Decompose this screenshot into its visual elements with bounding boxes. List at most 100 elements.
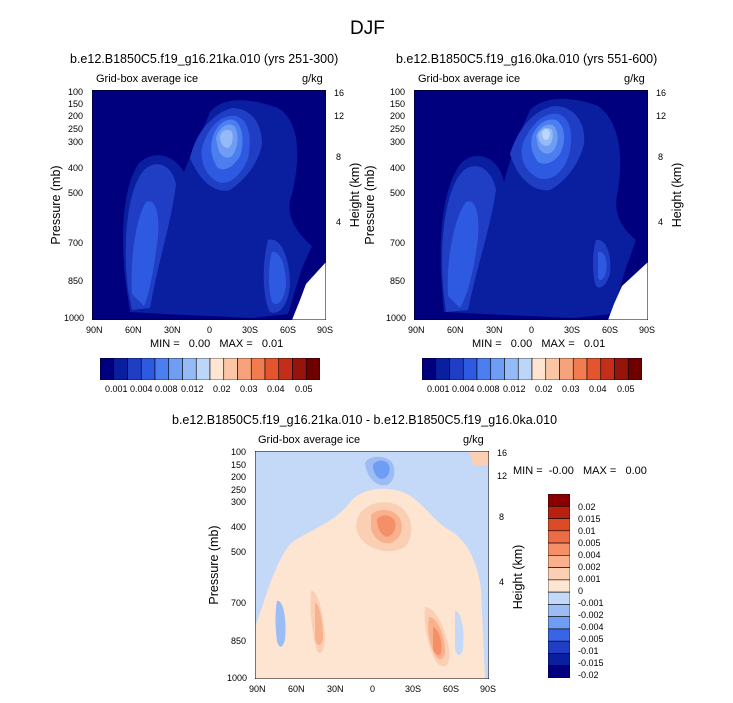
diff-xtick: 30N bbox=[327, 684, 344, 694]
right-ytick-right: 8 bbox=[658, 152, 664, 162]
diff-colorbar-label: -0.004 bbox=[578, 622, 604, 632]
right-ytick: 850 bbox=[390, 276, 406, 286]
diff-panel-units: g/kg bbox=[463, 434, 484, 446]
colorbar-swatch bbox=[548, 591, 570, 605]
colorbar-swatch bbox=[223, 358, 238, 380]
colorbar-swatch bbox=[435, 358, 450, 380]
colorbar-swatch bbox=[548, 555, 570, 568]
right-ylabel-right: Height (km) bbox=[670, 162, 684, 228]
left-xtick: 30S bbox=[242, 325, 259, 335]
left-colorbar-label: 0.05 bbox=[295, 384, 313, 394]
diff-minmax: MIN = -0.00 MAX = 0.00 bbox=[513, 465, 647, 477]
left-ytick: 400 bbox=[68, 163, 84, 173]
diff-colorbar-label: -0.02 bbox=[578, 670, 599, 680]
diff-colorbar bbox=[548, 494, 570, 678]
colorbar-swatch bbox=[140, 358, 156, 380]
colorbar-swatch bbox=[100, 358, 115, 380]
right-xtick: 60S bbox=[602, 325, 619, 335]
left-ytick: 300 bbox=[68, 137, 84, 147]
left-ytick-right: 8 bbox=[336, 152, 342, 162]
left-xtick: 90S bbox=[317, 325, 334, 335]
colorbar-swatch bbox=[264, 358, 280, 380]
diff-colorbar-label: 0.015 bbox=[578, 514, 601, 524]
colorbar-swatch bbox=[462, 358, 478, 380]
left-colorbar-label: 0.012 bbox=[181, 384, 204, 394]
diff-ytick-right: 16 bbox=[497, 448, 508, 458]
diff-colorbar-label: 0.005 bbox=[578, 538, 601, 548]
colorbar-swatch bbox=[127, 358, 142, 380]
colorbar-swatch bbox=[548, 530, 570, 544]
right-colorbar-label: 0.02 bbox=[535, 384, 553, 394]
right-ytick: 1000 bbox=[386, 313, 407, 323]
left-ytick-right: 12 bbox=[334, 111, 345, 121]
left-colorbar-label: 0.001 bbox=[105, 384, 128, 394]
colorbar-swatch bbox=[250, 358, 266, 380]
left-colorbar-label: 0.008 bbox=[155, 384, 178, 394]
right-panel-plot bbox=[414, 90, 648, 320]
left-panel-plot bbox=[92, 90, 326, 320]
right-ytick: 400 bbox=[390, 163, 406, 173]
colorbar-swatch bbox=[113, 358, 128, 380]
right-contours bbox=[440, 98, 648, 320]
left-xtick: 60N bbox=[125, 325, 142, 335]
left-ytick-right: 16 bbox=[334, 88, 345, 98]
colorbar-swatch bbox=[548, 604, 570, 617]
colorbar-swatch bbox=[548, 665, 570, 678]
diff-panel-plot bbox=[255, 451, 489, 679]
diff-ytick: 500 bbox=[231, 547, 247, 557]
diff-ytick: 700 bbox=[231, 598, 247, 608]
right-colorbar-label: 0.008 bbox=[477, 384, 500, 394]
diff-xtick: 60S bbox=[443, 684, 460, 694]
diff-colorbar-label: 0.004 bbox=[578, 550, 601, 560]
colorbar-swatch bbox=[168, 358, 183, 380]
diff-ylabel: Pressure (mb) bbox=[207, 525, 221, 605]
left-xtick: 60S bbox=[280, 325, 297, 335]
colorbar-swatch bbox=[548, 518, 570, 532]
right-ylabel: Pressure (mb) bbox=[363, 165, 377, 245]
diff-colorbar-label: -0.002 bbox=[578, 610, 604, 620]
diff-ytick: 250 bbox=[231, 485, 247, 495]
right-colorbar-label: 0.05 bbox=[617, 384, 635, 394]
diff-xtick: 30S bbox=[405, 684, 422, 694]
left-panel-units: g/kg bbox=[302, 73, 323, 85]
colorbar-swatch bbox=[449, 358, 464, 380]
right-xtick: 30N bbox=[486, 325, 503, 335]
left-ytick: 250 bbox=[68, 124, 84, 134]
diff-xtick: 90N bbox=[249, 684, 266, 694]
diff-colorbar-label: -0.001 bbox=[578, 598, 604, 608]
diff-ytick: 100 bbox=[231, 447, 247, 457]
left-contours bbox=[122, 100, 326, 320]
diff-colorbar-label: 0 bbox=[578, 586, 584, 596]
colorbar-swatch bbox=[548, 579, 570, 593]
left-colorbar-label: 0.004 bbox=[130, 384, 153, 394]
right-ytick: 150 bbox=[390, 99, 406, 109]
right-ytick: 300 bbox=[390, 137, 406, 147]
right-colorbar-label: 0.03 bbox=[562, 384, 580, 394]
colorbar-swatch bbox=[195, 358, 211, 380]
left-colorbar-label: 0.02 bbox=[213, 384, 231, 394]
diff-xtick: 90S bbox=[480, 684, 497, 694]
diff-xtick: 0 bbox=[370, 684, 376, 694]
left-xtick: 30N bbox=[164, 325, 181, 335]
right-ytick-right: 4 bbox=[658, 217, 664, 227]
right-colorbar bbox=[422, 358, 642, 380]
colorbar-swatch bbox=[490, 358, 505, 380]
colorbar-swatch bbox=[548, 616, 570, 630]
right-panel-title: b.e12.B1850C5.f19_g16.0ka.010 (yrs 551-6… bbox=[396, 52, 658, 66]
diff-colorbar-label: -0.01 bbox=[578, 646, 599, 656]
colorbar-swatch bbox=[517, 358, 533, 380]
left-ytick-right: 4 bbox=[336, 217, 342, 227]
colorbar-swatch bbox=[182, 358, 197, 380]
diff-ytick-right: 8 bbox=[499, 512, 505, 522]
diff-ytick: 150 bbox=[231, 460, 247, 470]
right-panel-units: g/kg bbox=[624, 73, 645, 85]
colorbar-swatch bbox=[548, 494, 570, 507]
right-ytick: 200 bbox=[390, 111, 406, 121]
right-colorbar-label: 0.012 bbox=[503, 384, 526, 394]
left-ytick: 700 bbox=[68, 238, 84, 248]
diff-ytick: 200 bbox=[231, 472, 247, 482]
diff-colorbar-label: 0.02 bbox=[578, 502, 596, 512]
colorbar-swatch bbox=[600, 358, 615, 380]
left-colorbar-label: 0.03 bbox=[240, 384, 258, 394]
diff-ytick: 300 bbox=[231, 497, 247, 507]
